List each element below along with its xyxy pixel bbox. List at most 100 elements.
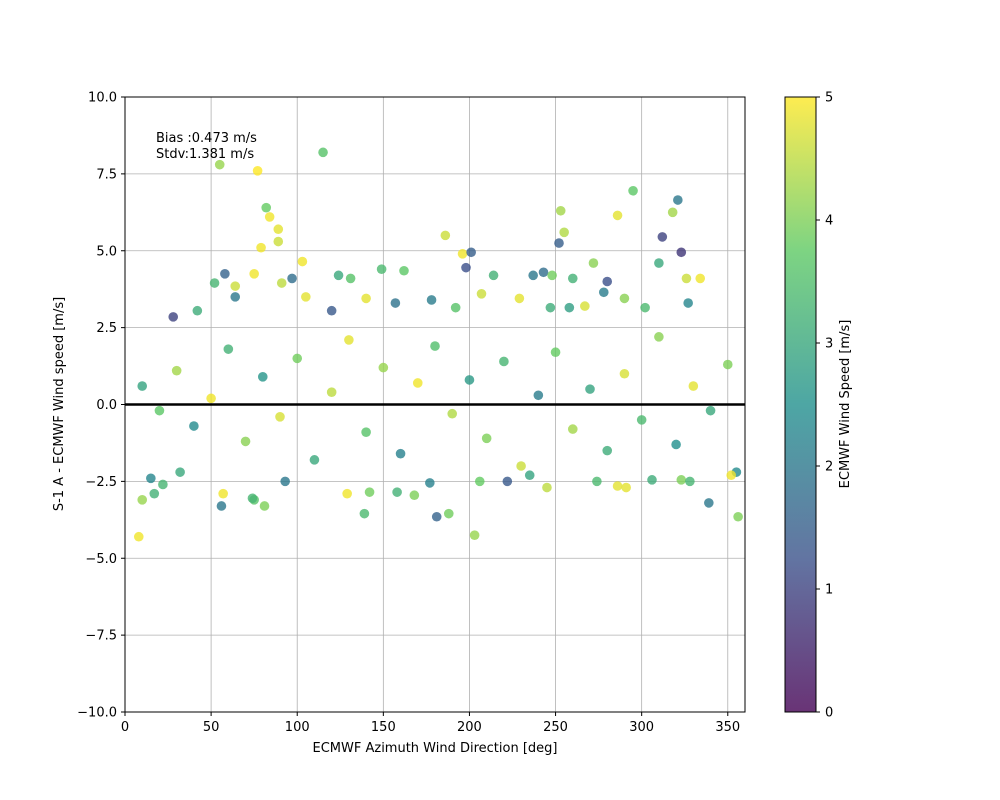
data-point: [676, 475, 687, 485]
data-point: [554, 238, 564, 248]
x-tick-label: 300: [629, 720, 654, 735]
data-point: [466, 247, 476, 258]
data-point: [567, 273, 578, 284]
data-point: [249, 269, 259, 279]
data-point: [555, 205, 566, 216]
x-tick-label: 250: [543, 720, 568, 735]
data-point: [474, 476, 485, 487]
y-tick-label: 2.5: [96, 321, 117, 336]
data-point: [733, 511, 743, 522]
data-point: [676, 247, 687, 258]
data-point: [685, 476, 695, 487]
x-tick-label: 50: [203, 720, 220, 735]
data-point: [567, 424, 578, 434]
data-point: [612, 210, 623, 221]
data-point: [214, 159, 225, 170]
data-point: [297, 256, 308, 267]
data-point: [247, 493, 258, 504]
colorbar-label: ECMWF Wind Speed [m/s]: [838, 320, 853, 489]
data-point: [216, 501, 227, 511]
data-point: [430, 341, 440, 351]
data-point: [619, 368, 630, 379]
data-point: [376, 264, 387, 275]
y-tick-label: −10.0: [77, 706, 117, 721]
data-point: [230, 281, 241, 291]
data-point: [726, 470, 737, 481]
data-point: [149, 488, 160, 499]
data-point: [704, 498, 714, 508]
data-point: [359, 508, 370, 519]
data-point: [158, 479, 168, 490]
data-point: [259, 501, 270, 511]
data-point: [654, 332, 664, 342]
data-point: [431, 511, 442, 522]
data-point: [457, 249, 468, 259]
data-point: [533, 390, 544, 401]
data-point: [309, 455, 320, 465]
data-point: [378, 362, 389, 373]
data-point: [345, 273, 356, 284]
data-point: [447, 408, 458, 419]
data-point: [654, 258, 664, 268]
data-point: [273, 236, 284, 247]
data-point: [476, 289, 487, 299]
data-point: [425, 478, 435, 488]
x-axis-label: ECMWF Azimuth Wind Direction [deg]: [313, 741, 558, 756]
y-tick-label: 0.0: [96, 398, 117, 413]
data-point: [412, 378, 423, 388]
data-point: [240, 436, 251, 447]
data-point: [469, 530, 480, 540]
data-point: [361, 293, 371, 304]
data-point: [280, 476, 290, 487]
data-point: [276, 278, 287, 288]
y-tick-label: 10.0: [88, 91, 117, 106]
data-point: [681, 273, 692, 284]
data-point: [192, 305, 203, 316]
colorbar: [784, 96, 817, 713]
x-tick-label: 150: [371, 720, 396, 735]
data-point: [612, 481, 623, 491]
data-point: [588, 258, 599, 268]
x-tick-label: 0: [121, 720, 129, 735]
data-point: [592, 476, 602, 487]
data-point: [657, 232, 668, 242]
data-point: [218, 488, 228, 499]
colorbar-tick-label: 1: [825, 583, 833, 598]
y-tick-label: −5.0: [85, 552, 117, 567]
colorbar-tick-label: 2: [825, 460, 833, 475]
data-point: [344, 335, 354, 345]
data-point: [722, 359, 733, 370]
data-point: [342, 488, 352, 499]
data-point: [256, 242, 266, 253]
data-point: [392, 487, 402, 497]
data-point: [206, 393, 216, 404]
data-point: [602, 445, 613, 456]
data-point: [426, 295, 437, 305]
data-point: [361, 427, 371, 437]
x-tick-label: 200: [457, 720, 482, 735]
data-point: [538, 267, 549, 278]
data-point: [524, 470, 535, 481]
x-axis-ticks: 0 50 100 150 200 250 300 350: [121, 712, 740, 735]
data-point: [550, 347, 561, 358]
data-point: [440, 230, 451, 241]
data-point: [528, 270, 538, 281]
y-tick-label: 5.0: [96, 244, 117, 259]
data-point: [464, 375, 475, 385]
data-point: [399, 265, 409, 276]
data-point: [564, 302, 575, 313]
data-point: [688, 381, 699, 391]
data-point: [514, 293, 525, 304]
data-point: [301, 292, 311, 302]
data-point: [326, 387, 337, 398]
data-point: [443, 508, 454, 519]
colorbar-tick-label: 4: [825, 214, 833, 229]
y-axis-ticks: 10.0 7.5 5.0 2.5 0.0 −2.5 −5.0 −7.5 −10.0: [77, 91, 125, 721]
data-point: [137, 381, 148, 391]
data-point: [683, 298, 693, 308]
data-point: [133, 531, 144, 542]
data-point: [547, 270, 557, 281]
data-point: [395, 448, 406, 459]
data-point: [257, 372, 268, 382]
data-point: [671, 439, 681, 450]
